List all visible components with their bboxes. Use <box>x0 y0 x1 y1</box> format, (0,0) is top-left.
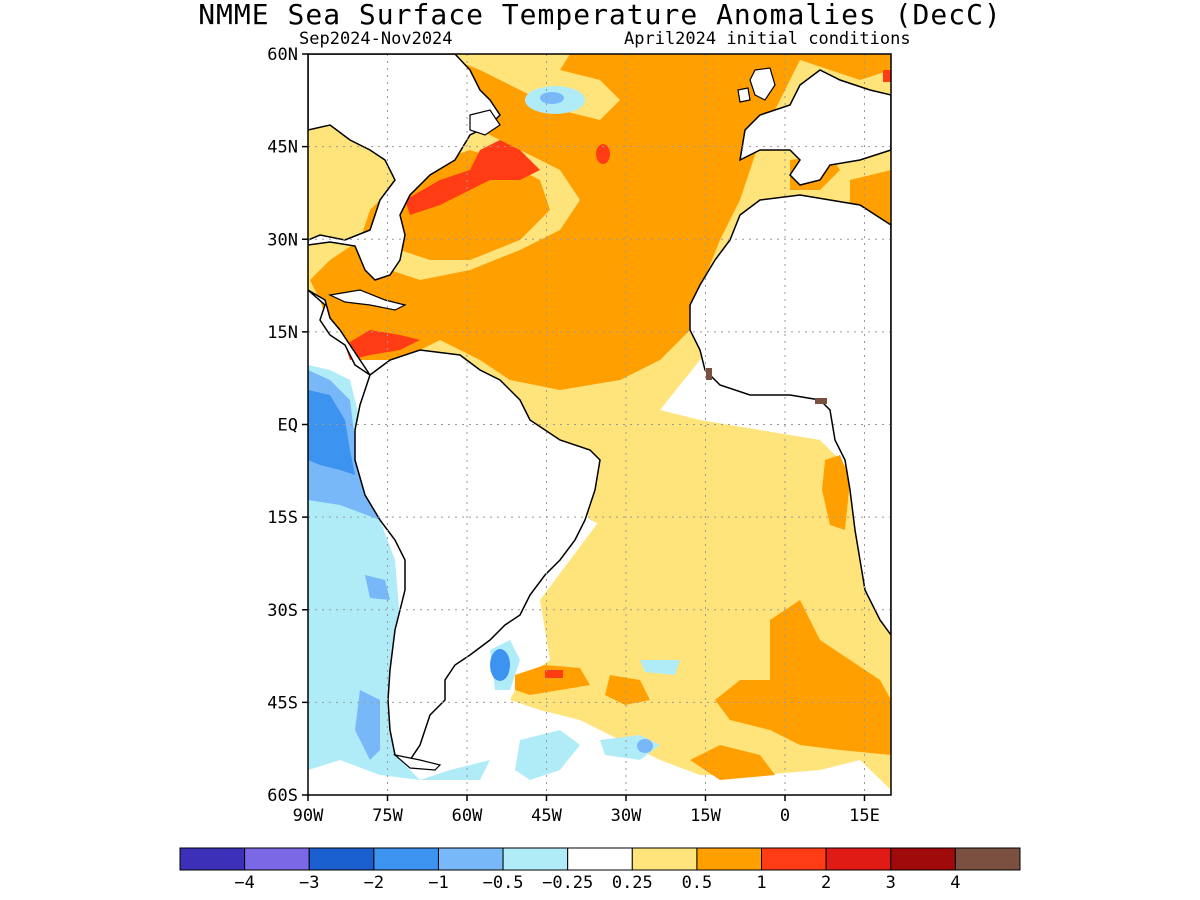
sa-warm-area-east <box>715 600 891 755</box>
colorbar-swatch <box>954 847 1021 871</box>
europe-land <box>739 69 891 186</box>
british-isles-land <box>737 67 776 103</box>
lon-tick-label: 60W <box>452 806 483 826</box>
colorbar-swatch <box>696 847 763 871</box>
colorbar-label: −2 <box>364 873 384 893</box>
colorbar-swatch <box>631 847 698 871</box>
africa-land <box>689 194 891 637</box>
lon-tick-label: 75W <box>372 806 403 826</box>
colorbar-swatch <box>244 847 310 871</box>
colorbar-label: 0.25 <box>612 873 653 893</box>
colorbar: −4 −3 −2 −1 −0.5 −0.25 0.25 0.5 1 2 3 4 <box>179 847 1021 893</box>
sa-hot-spot <box>545 670 563 678</box>
colorbar-swatch <box>502 847 569 871</box>
lon-tick-label: 0 <box>780 806 790 826</box>
lat-tick-label: 15N <box>267 323 298 343</box>
north-america-land <box>308 54 501 281</box>
labrador-cool-core <box>540 92 564 104</box>
colorbar-label: 4 <box>950 873 960 893</box>
colorbar-label: −4 <box>234 873 254 893</box>
east-pacific-mod-cool <box>308 370 390 760</box>
lat-tick-label: 15S <box>267 508 298 528</box>
baltic-hot-spot <box>883 70 891 82</box>
sa-cool-core <box>490 649 510 681</box>
colorbar-swatch <box>437 847 504 871</box>
lat-tick-label: 45S <box>267 693 298 713</box>
colorbar-swatch <box>825 847 892 871</box>
east-pacific-strong-cool <box>308 390 355 475</box>
lat-tick-label: 60S <box>267 786 298 806</box>
lat-tick-label: 60N <box>267 45 298 65</box>
colorbar-swatch <box>373 847 439 871</box>
gridlines <box>308 54 891 795</box>
colorbar-swatch <box>567 847 633 871</box>
latitude-axis: 60N 45N 30N 15N EQ 15S 30S 45S 60S <box>267 45 308 806</box>
lat-tick-label: 30S <box>267 601 298 621</box>
lon-tick-label: 45W <box>531 806 562 826</box>
benguela-warm <box>822 455 850 530</box>
lon-tick-label: 90W <box>293 806 324 826</box>
lon-tick-label: 15W <box>690 806 721 826</box>
gulf-stream-hot-spot <box>405 140 540 215</box>
colorbar-label: −0.5 <box>483 873 524 893</box>
anomaly-field <box>308 54 891 795</box>
land-mask-spot-2 <box>815 398 827 404</box>
sa-warm-area-south <box>690 745 775 780</box>
longitude-axis: 90W 75W 60W 45W 30W 15W 0 15E <box>293 795 880 826</box>
colorbar-swatch <box>308 847 375 871</box>
colorbar-label: −0.25 <box>542 873 593 893</box>
lat-tick-label: EQ <box>278 416 298 436</box>
lat-tick-label: 30N <box>267 230 298 250</box>
colorbar-label: 2 <box>821 873 831 893</box>
forecast-period: Sep2024-Nov2024 <box>299 29 453 49</box>
sa-cool-area <box>490 640 680 780</box>
colorbar-swatch <box>890 847 956 871</box>
colorbar-label: −1 <box>428 873 448 893</box>
map-title: NMME Sea Surface Temperature Anomalies (… <box>198 0 1002 31</box>
colorbar-label: −3 <box>299 873 319 893</box>
colorbar-swatch <box>179 847 246 871</box>
mid-atlantic-hot-spot <box>596 144 610 164</box>
newfoundland-land <box>469 109 501 136</box>
cuba-land <box>327 289 407 311</box>
caribbean-hot-spot <box>345 330 420 360</box>
colorbar-label: 0.5 <box>682 873 713 893</box>
sa-cool-core-2 <box>637 739 653 753</box>
colorbar-swatch <box>761 847 827 871</box>
initial-conditions: April2024 initial conditions <box>624 29 911 49</box>
antarctic-peninsula-tip <box>392 753 442 771</box>
lat-tick-label: 45N <box>267 138 298 158</box>
colorbar-label: 1 <box>756 873 766 893</box>
lon-tick-label: 30W <box>611 806 642 826</box>
land-mask-spot <box>706 368 712 380</box>
south-america-land <box>354 349 601 761</box>
lon-tick-label: 15E <box>849 806 880 826</box>
colorbar-label: 3 <box>886 873 896 893</box>
